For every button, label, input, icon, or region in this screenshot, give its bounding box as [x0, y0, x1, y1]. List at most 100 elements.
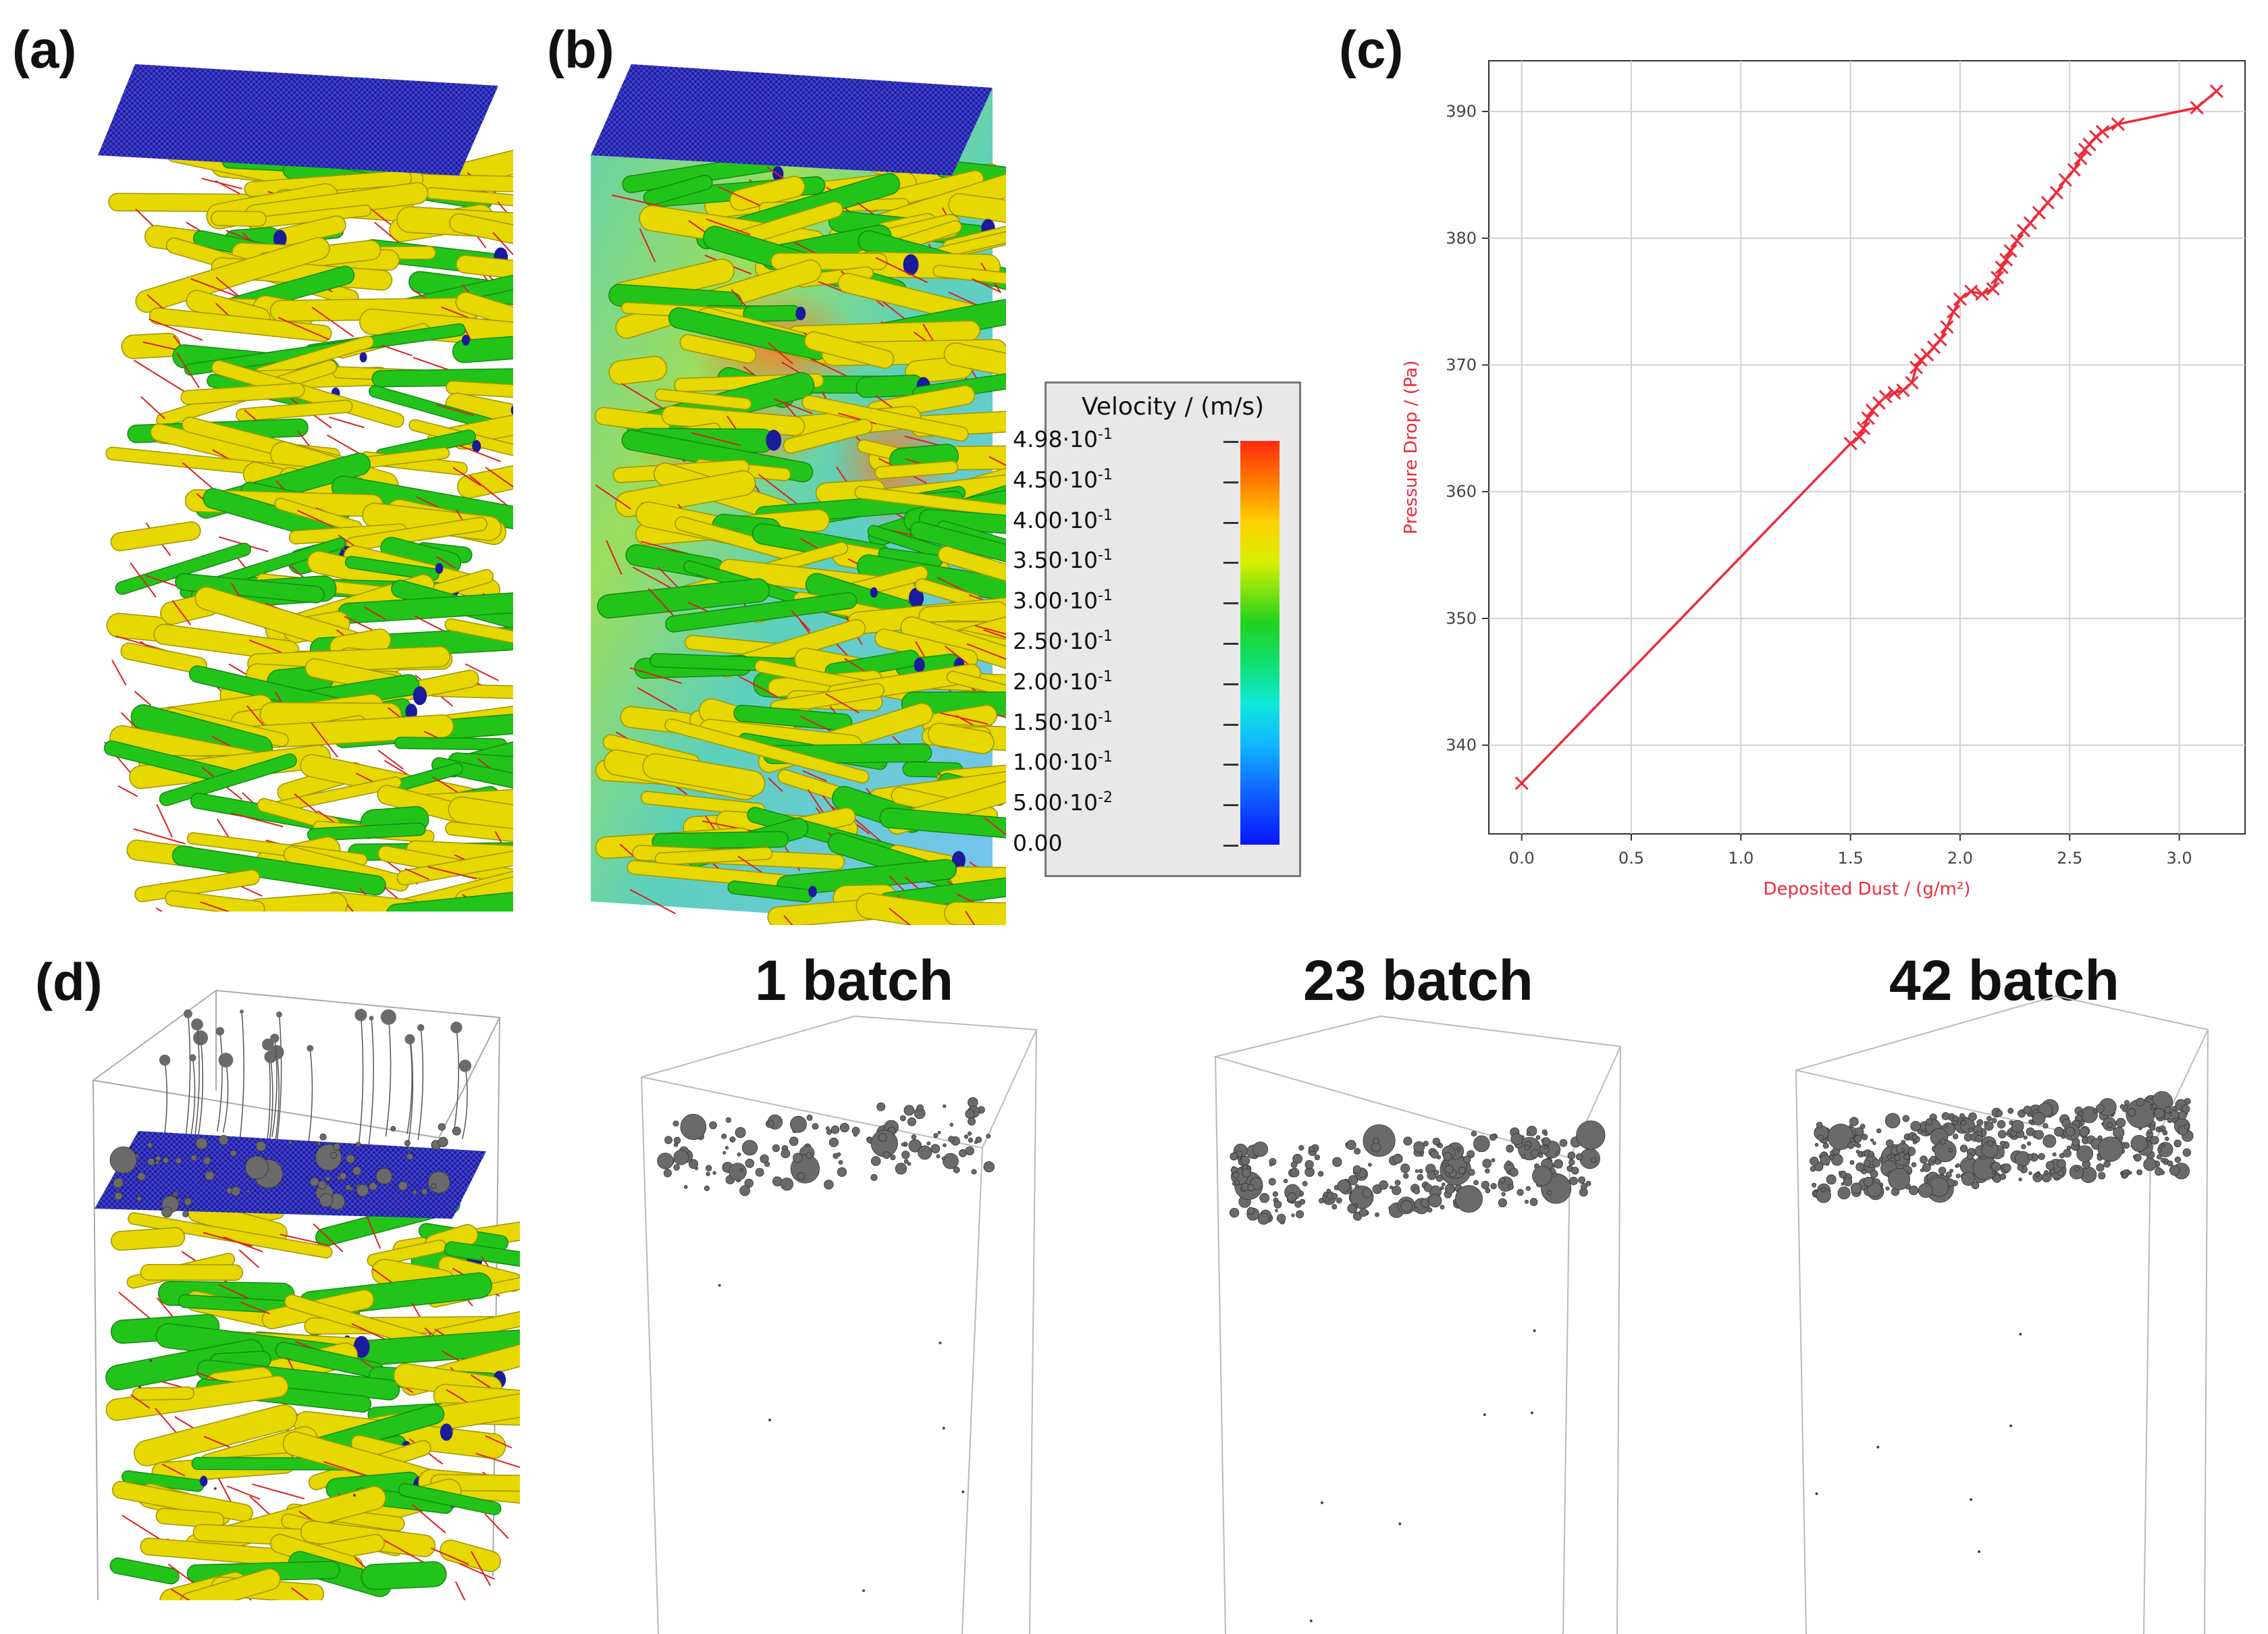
dust-particle [427, 1171, 450, 1194]
thin-fiber [297, 510, 334, 528]
dust-particle [421, 1188, 428, 1195]
dust-particle [2028, 1171, 2032, 1176]
panel-label-d: (d) [35, 952, 103, 1011]
dust-particle [2119, 1104, 2126, 1109]
falling-particle [961, 1490, 965, 1494]
dust-particle [878, 1133, 887, 1142]
dust-particle [1468, 1169, 1475, 1176]
dust-particle [1585, 1180, 1591, 1186]
dust-particle [2007, 1107, 2014, 1114]
falling-particle [2009, 1424, 2013, 1427]
trajectory-particle [458, 1059, 472, 1072]
fiber [664, 718, 870, 784]
dust-particle [1332, 1157, 1342, 1167]
dust-particle [1268, 1178, 1276, 1186]
dust-particle [663, 1169, 672, 1178]
falling-particle [138, 1386, 141, 1389]
thin-fiber [485, 467, 513, 488]
dust-particle [1232, 1171, 1240, 1179]
dust-particle [205, 1170, 215, 1181]
dust-particle [369, 1182, 377, 1191]
dust-particle [190, 1155, 197, 1161]
thin-fiber [130, 1394, 151, 1409]
legend-tick-mantissa: 3.00 [1013, 587, 1063, 614]
dust-particle [1240, 1155, 1250, 1165]
fiber [236, 399, 353, 422]
dust-particle [1485, 1188, 1491, 1194]
thin-fiber [323, 1460, 375, 1479]
thin-fiber [223, 1236, 263, 1253]
thin-fiber [436, 404, 474, 417]
thin-fiber [966, 643, 1006, 660]
dust-particle [147, 1157, 155, 1166]
dust-particle [967, 1131, 972, 1136]
falling-particle [1876, 1446, 1880, 1449]
fiber [211, 210, 267, 227]
fiber [135, 237, 330, 313]
dust-particle [1232, 1182, 1236, 1186]
dust-particle [1843, 1177, 1853, 1186]
dust-particle [2103, 1160, 2111, 1168]
dust-particle [1879, 1157, 1884, 1161]
dust-particle [136, 1172, 146, 1181]
dust-particle [2150, 1136, 2159, 1145]
fiber [642, 753, 766, 797]
thin-fiber [621, 383, 670, 413]
thin-fiber [774, 398, 813, 415]
dust-particle [172, 1192, 177, 1196]
fiber [408, 419, 513, 471]
dust-particle [1427, 1207, 1433, 1213]
dust-particle [2057, 1169, 2065, 1177]
falling-particle [2019, 1332, 2022, 1336]
dust-particle [1853, 1134, 1862, 1143]
dust-particle [1394, 1180, 1401, 1186]
dust-particle [2098, 1171, 2106, 1180]
dust-particle [901, 1151, 910, 1159]
dust-particle [1417, 1174, 1424, 1181]
trajectory-particle [183, 1009, 192, 1018]
fiber [932, 265, 1006, 288]
thin-fiber [825, 693, 860, 714]
dust-particle [1491, 1158, 1496, 1163]
dust-particle [2095, 1104, 2105, 1113]
dust-particle [195, 1137, 208, 1150]
dust-particle [1455, 1185, 1483, 1213]
dust-particle [1814, 1142, 1819, 1147]
dust-particle [739, 1185, 751, 1196]
dust-particle [837, 1167, 847, 1177]
fiber [398, 1483, 502, 1516]
dust-particle [1423, 1140, 1429, 1147]
dust-particle [319, 1193, 334, 1207]
x-tick-label: 2.0 [1947, 849, 1973, 868]
legend-tick-mark [1223, 481, 1238, 483]
fiber [246, 892, 348, 912]
data-point-marker [1914, 352, 1928, 367]
dust-particle [1456, 1147, 1461, 1152]
dust-particle [1352, 1165, 1361, 1174]
dust-particle [1379, 1180, 1389, 1190]
panel-label-a: (a) [12, 20, 77, 79]
dust-particle [953, 1166, 960, 1174]
fiber [180, 382, 305, 405]
dust-particle [1541, 1138, 1545, 1142]
fiber-end [435, 562, 444, 574]
dust-particle [1336, 1197, 1342, 1204]
dust-particle [1955, 1163, 1960, 1168]
dust-particle [1413, 1187, 1421, 1194]
dust-particle [2017, 1164, 2024, 1171]
fiber [172, 845, 386, 896]
dust-particle [908, 1139, 922, 1153]
x-tick-label: 3.0 [2167, 849, 2192, 868]
dust-particle [1362, 1188, 1372, 1198]
dust-particle [1532, 1165, 1553, 1186]
dust-particle [2052, 1152, 2057, 1157]
data-point-marker [1843, 436, 1857, 450]
fiber-end [766, 429, 782, 451]
dust-particle [2173, 1139, 2182, 1148]
data-point-marker [2074, 151, 2088, 165]
dust-particle [309, 1177, 319, 1187]
legend-tick-mark [1223, 602, 1238, 605]
dust-particle [2184, 1124, 2190, 1130]
thin-fiber [329, 416, 365, 429]
dust-particle [175, 1157, 182, 1164]
